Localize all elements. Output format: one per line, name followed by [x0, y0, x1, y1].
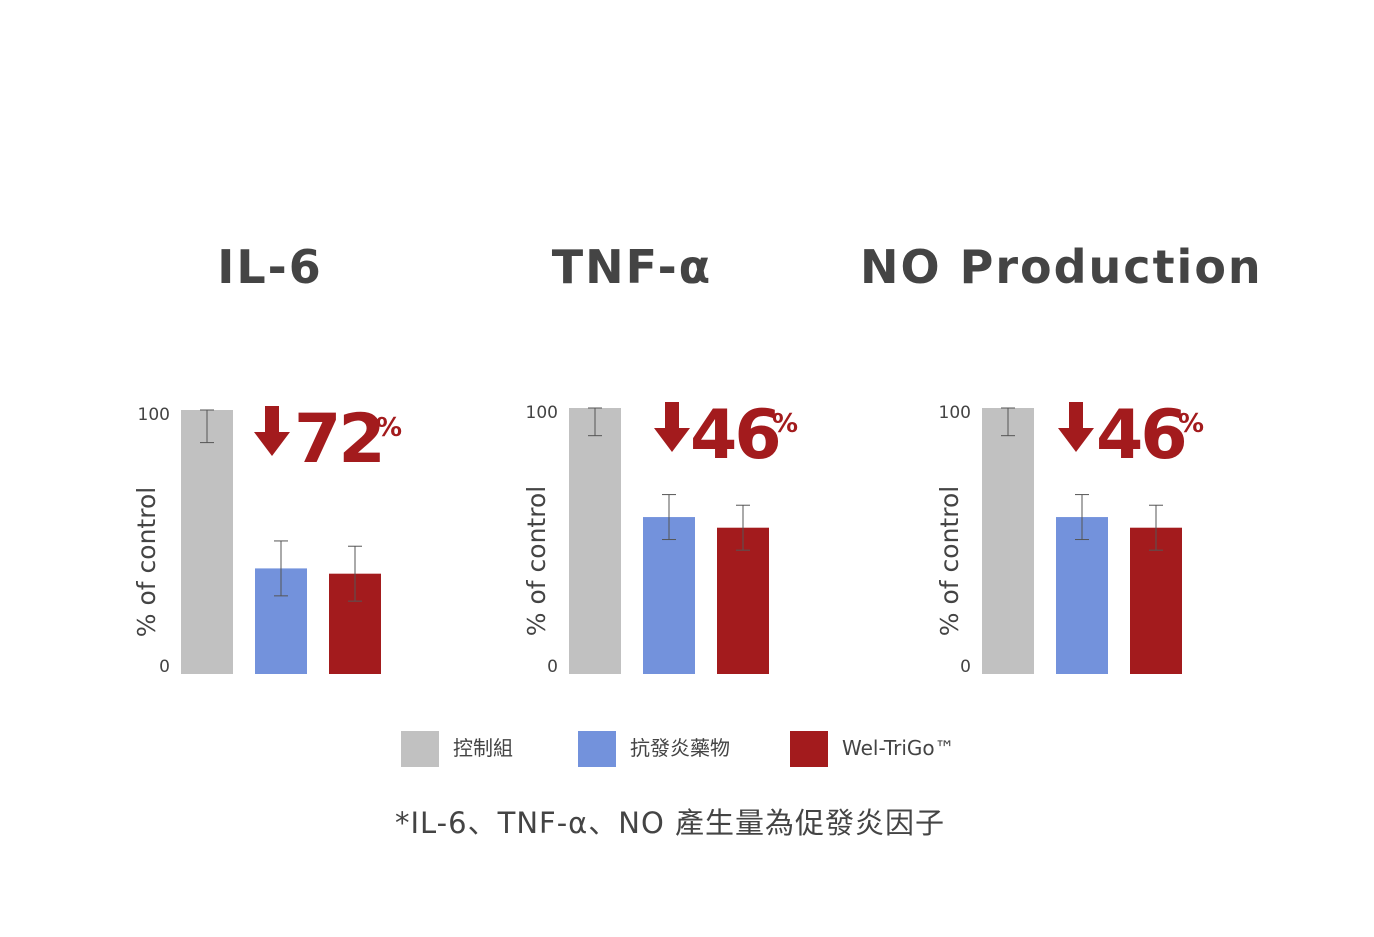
reduction-unit: % — [772, 409, 798, 439]
legend-swatch-weltrigo — [790, 731, 828, 767]
down-arrow-icon — [654, 402, 690, 452]
bar-控制組 — [569, 408, 621, 674]
bar-抗發炎藥物 — [643, 517, 695, 674]
y-axis-label: % of control — [522, 486, 551, 636]
down-arrow-icon — [254, 406, 290, 456]
reduction-unit: % — [376, 413, 402, 443]
bar-控制組 — [181, 410, 233, 674]
error-bar — [588, 407, 602, 437]
bar-控制組 — [982, 408, 1034, 674]
error-bar — [348, 545, 362, 602]
error-bar — [736, 504, 750, 551]
chart-panel-2: % of control 100 0 46% — [935, 396, 1204, 677]
y-axis-label: % of control — [132, 487, 161, 637]
error-bar — [662, 494, 676, 541]
title-tnf-alpha: TNF-α — [551, 240, 713, 294]
bar-抗發炎藥物 — [1056, 517, 1108, 674]
reduction-unit: % — [1178, 409, 1204, 439]
y-tick-label: 100 — [939, 403, 971, 423]
y-tick-label: 100 — [526, 403, 558, 423]
title-no-production: NO Production — [860, 240, 1263, 294]
legend-label-weltrigo: Wel-TriGo™ — [842, 736, 955, 760]
error-bar — [1075, 494, 1089, 541]
chart-panel-1: % of control 100 0 46% — [522, 396, 798, 677]
y-tick-label: 0 — [159, 657, 170, 677]
y-axis-label: % of control — [935, 486, 964, 636]
legend-label-control: 控制組 — [453, 736, 513, 760]
title-il6: IL-6 — [217, 240, 323, 294]
y-tick-label: 100 — [138, 405, 170, 425]
legend-label-anti-inflammatory: 抗發炎藥物 — [630, 736, 730, 760]
footnote: *IL-6、TNF-α、NO 產生量為促發炎因子 — [394, 806, 946, 840]
error-bar — [274, 540, 288, 597]
bar-Wel-TriGo™ — [717, 527, 769, 674]
bar-Wel-TriGo™ — [1130, 527, 1182, 674]
reduction-value: 46 — [690, 396, 779, 475]
down-arrow-icon — [1058, 402, 1094, 452]
reduction-value: 72 — [294, 400, 383, 479]
chart-panel-0: % of control 100 0 72% — [132, 400, 402, 677]
error-bar — [200, 409, 214, 444]
error-bar — [1001, 407, 1015, 437]
reduction-value: 46 — [1096, 396, 1185, 475]
y-tick-label: 0 — [547, 657, 558, 677]
legend-swatch-control — [401, 731, 439, 767]
legend-swatch-anti-inflammatory — [578, 731, 616, 767]
y-tick-label: 0 — [960, 657, 971, 677]
error-bar — [1149, 504, 1163, 551]
